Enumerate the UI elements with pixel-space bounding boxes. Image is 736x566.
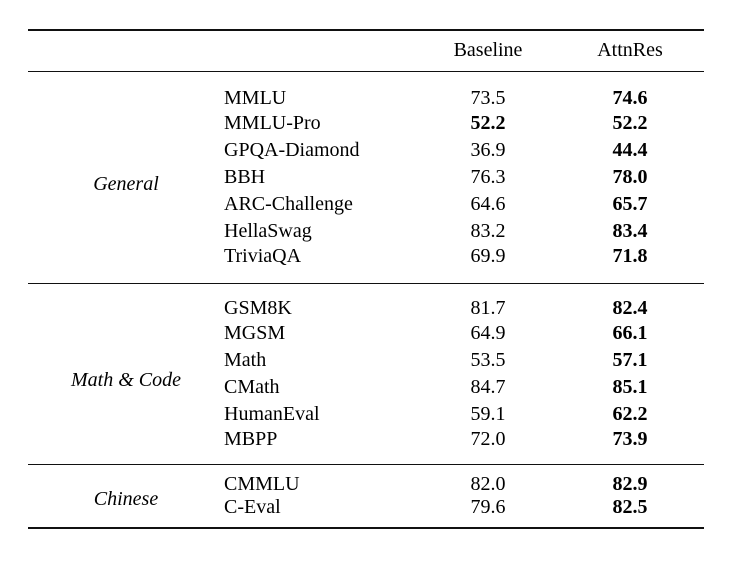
- benchmark-name: TriviaQA: [224, 244, 302, 267]
- table-row: MGSM 64.9 66.1: [28, 320, 704, 347]
- benchmark-name: BBH: [224, 165, 266, 188]
- attnres-value: 62.2: [612, 402, 648, 425]
- attnres-value: 52.2: [612, 111, 648, 134]
- attnres-value: 66.1: [612, 321, 648, 344]
- header-empty-benchmark: [224, 30, 420, 72]
- attnres-value: 74.6: [612, 86, 648, 109]
- attnres-value: 82.4: [612, 296, 648, 319]
- baseline-value: 72.0: [470, 427, 506, 450]
- attnres-value: 82.9: [612, 472, 648, 495]
- column-header-baseline: Baseline: [420, 30, 556, 72]
- baseline-value: 52.2: [470, 111, 506, 134]
- benchmark-name: GPQA-Diamond: [224, 138, 360, 161]
- attnres-value: 65.7: [612, 192, 648, 215]
- table-row: MMLU-Pro 52.2 52.2: [28, 110, 704, 137]
- benchmark-name: GSM8K: [224, 296, 292, 319]
- baseline-value: 53.5: [470, 348, 506, 371]
- attnres-value: 82.5: [612, 495, 648, 518]
- table-row: TriviaQA 69.9 71.8: [28, 245, 704, 284]
- section-general: General MMLU 73.5 74.6 MMLU-Pro 52.2 52.…: [28, 71, 704, 283]
- baseline-value: 64.6: [470, 192, 506, 215]
- baseline-value: 76.3: [470, 165, 506, 188]
- baseline-value: 82.0: [470, 472, 506, 495]
- baseline-value: 59.1: [470, 402, 506, 425]
- table-row: General MMLU 73.5 74.6: [28, 71, 704, 196]
- table-header: Baseline AttnRes: [28, 30, 704, 72]
- table-row: HumanEval 59.1 62.2: [28, 401, 704, 428]
- section-chinese: Chinese CMMLU 82.0 82.9 C-Eval 79.6 82.5: [28, 464, 704, 528]
- section-math-code: Math & Code GSM8K 81.7 82.4 MGSM 64.9 66…: [28, 283, 704, 464]
- header-empty-category: [28, 30, 224, 72]
- benchmark-name: HumanEval: [224, 402, 320, 425]
- baseline-value: 36.9: [470, 138, 506, 161]
- table-row: Math & Code GSM8K 81.7 82.4: [28, 283, 704, 391]
- column-header-attnres: AttnRes: [556, 30, 704, 72]
- table-row: MBPP 72.0 73.9: [28, 428, 704, 465]
- benchmark-name: ARC-Challenge: [224, 192, 353, 215]
- table-row: ARC-Challenge 64.6 65.7: [28, 191, 704, 218]
- benchmark-name: CMath: [224, 375, 280, 398]
- table-row: Chinese CMMLU 82.0 82.9: [28, 464, 704, 511]
- benchmark-name: HellaSwag: [224, 219, 312, 242]
- category-label: Math & Code: [71, 368, 181, 391]
- baseline-value: 64.9: [470, 321, 506, 344]
- attnres-value: 83.4: [612, 219, 648, 242]
- category-label: General: [93, 173, 159, 195]
- attnres-value: 57.1: [612, 348, 648, 371]
- table-row: CMath 84.7 85.1: [28, 374, 704, 401]
- category-label: Chinese: [93, 488, 159, 510]
- table-row: Math 53.5 57.1: [28, 347, 704, 374]
- baseline-value: 73.5: [470, 86, 506, 109]
- benchmark-name: CMMLU: [224, 472, 300, 495]
- attnres-value: 78.0: [612, 165, 648, 188]
- header-row: Baseline AttnRes: [28, 30, 704, 72]
- baseline-value: 69.9: [470, 244, 506, 267]
- attnres-value: 44.4: [612, 138, 648, 161]
- benchmark-results-table: Baseline AttnRes General MMLU 73.5 74.6 …: [28, 29, 704, 529]
- benchmark-name: MMLU: [224, 86, 287, 109]
- attnres-value: 73.9: [612, 427, 648, 450]
- benchmark-name: MGSM: [224, 321, 286, 344]
- baseline-value: 79.6: [470, 495, 506, 518]
- baseline-value: 81.7: [470, 296, 506, 319]
- table-row: BBH 76.3 78.0: [28, 164, 704, 191]
- benchmark-name: MBPP: [224, 427, 278, 450]
- benchmark-name: Math: [224, 348, 267, 371]
- benchmark-name: C-Eval: [224, 495, 281, 518]
- baseline-value: 83.2: [470, 219, 506, 242]
- table-row: HellaSwag 83.2 83.4: [28, 218, 704, 245]
- attnres-value: 71.8: [612, 244, 648, 267]
- table-row: GPQA-Diamond 36.9 44.4: [28, 137, 704, 164]
- baseline-value: 84.7: [470, 375, 506, 398]
- benchmark-name: MMLU-Pro: [224, 111, 321, 134]
- table-row: C-Eval 79.6 82.5: [28, 496, 704, 528]
- attnres-value: 85.1: [612, 375, 648, 398]
